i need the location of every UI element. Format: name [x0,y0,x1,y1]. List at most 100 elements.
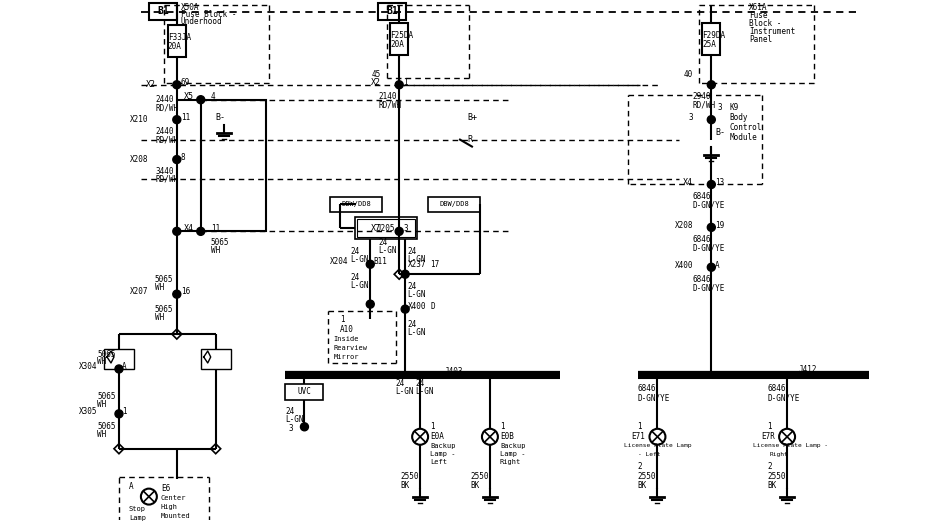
Circle shape [300,423,308,431]
Text: RD/WH: RD/WH [156,103,179,112]
Text: 3: 3 [689,113,694,122]
Text: X2: X2 [146,80,156,89]
Text: 2550: 2550 [637,472,656,481]
Text: D-GN/YE: D-GN/YE [693,284,725,293]
Text: 19: 19 [715,221,724,230]
Text: 40: 40 [684,70,694,79]
Text: J403: J403 [445,367,464,377]
Text: X304: X304 [79,363,97,371]
Bar [428,197,480,213]
Text: X208: X208 [675,221,694,230]
Text: E0B: E0B [500,432,514,441]
Text: WH: WH [97,400,106,410]
Text: X400: X400 [408,302,427,311]
Circle shape [173,116,181,123]
Text: L-GN: L-GN [407,255,426,264]
Bar [702,23,720,55]
Text: 5065: 5065 [97,392,116,401]
Text: 11: 11 [181,113,190,122]
Text: X207: X207 [131,287,149,296]
Text: X237: X237 [408,260,427,269]
Text: A: A [122,363,127,371]
Text: L-GN: L-GN [407,328,426,337]
Text: BK: BK [637,481,646,490]
Text: Backup: Backup [430,443,456,449]
Text: Panel: Panel [749,35,772,44]
Text: 2550: 2550 [767,472,785,481]
Text: Fuse Block -: Fuse Block - [181,10,236,19]
Text: 2140: 2140 [378,92,396,101]
Text: Instrument: Instrument [749,28,795,36]
Text: F33JA: F33JA [168,33,191,42]
Text: 69: 69 [181,78,190,87]
Text: B1: B1 [157,6,169,16]
Circle shape [173,290,181,298]
Bar [390,23,408,55]
Text: BK: BK [470,481,480,490]
Text: 24: 24 [285,407,294,416]
Text: X61A: X61A [749,4,768,13]
Text: WH: WH [211,246,220,255]
Text: X305: X305 [79,407,97,416]
Text: Lamp -: Lamp - [500,451,525,457]
Text: J205: J205 [377,224,395,233]
Text: 1: 1 [430,423,434,431]
Circle shape [115,365,123,373]
Bar [357,219,415,238]
Text: BK: BK [400,481,409,490]
Text: Fuse: Fuse [749,11,768,20]
Text: X50A: X50A [181,4,199,13]
Text: 2: 2 [767,462,771,471]
Text: L-GN: L-GN [285,415,304,424]
Text: 5065: 5065 [155,305,173,314]
Text: 2: 2 [637,462,642,471]
Text: 24: 24 [407,319,417,329]
Text: 2440: 2440 [156,95,174,104]
Text: RD/WH: RD/WH [693,100,716,109]
Circle shape [367,300,374,308]
Text: X400: X400 [675,260,694,270]
Text: X210: X210 [131,115,149,124]
Bar [285,384,323,400]
Text: X204: X204 [330,257,348,266]
Text: Mounted: Mounted [161,513,191,518]
Circle shape [395,81,403,89]
Bar [149,3,177,20]
Text: WH: WH [155,313,164,321]
Text: 24: 24 [350,247,359,256]
Text: Lamp: Lamp [129,515,146,520]
Text: 16: 16 [181,287,190,296]
Text: Mirror: Mirror [333,354,359,360]
Text: 3: 3 [403,224,407,233]
Text: B-: B- [216,113,226,122]
Text: 2440: 2440 [156,127,174,136]
Text: 5065: 5065 [155,275,173,284]
Text: D: D [430,302,434,311]
Text: 20A: 20A [168,42,181,52]
Text: DBW/DD8: DBW/DD8 [342,202,371,207]
Text: L-GN: L-GN [407,290,426,299]
Bar [331,197,382,213]
Text: License Plate Lamp: License Plate Lamp [623,443,691,448]
Text: Lamp -: Lamp - [430,451,456,457]
Bar [356,217,417,239]
Text: 24: 24 [407,247,417,256]
Text: 2550: 2550 [470,472,489,481]
Text: 13: 13 [715,178,724,187]
Circle shape [173,227,181,235]
Bar [201,100,266,231]
Circle shape [707,263,715,271]
Text: WH: WH [97,357,106,366]
Text: E0A: E0A [430,432,444,441]
Text: D-GN/YE: D-GN/YE [693,244,725,253]
Text: 3440: 3440 [156,167,174,176]
Text: X208: X208 [131,155,149,164]
Text: R: R [467,135,472,144]
Text: 6846: 6846 [693,192,711,201]
Text: E6: E6 [161,484,170,493]
Text: Control: Control [730,123,761,132]
Text: F29DA: F29DA [702,31,725,41]
Text: 4: 4 [211,92,216,101]
Text: Right: Right [500,458,521,465]
Text: Module: Module [730,133,757,142]
